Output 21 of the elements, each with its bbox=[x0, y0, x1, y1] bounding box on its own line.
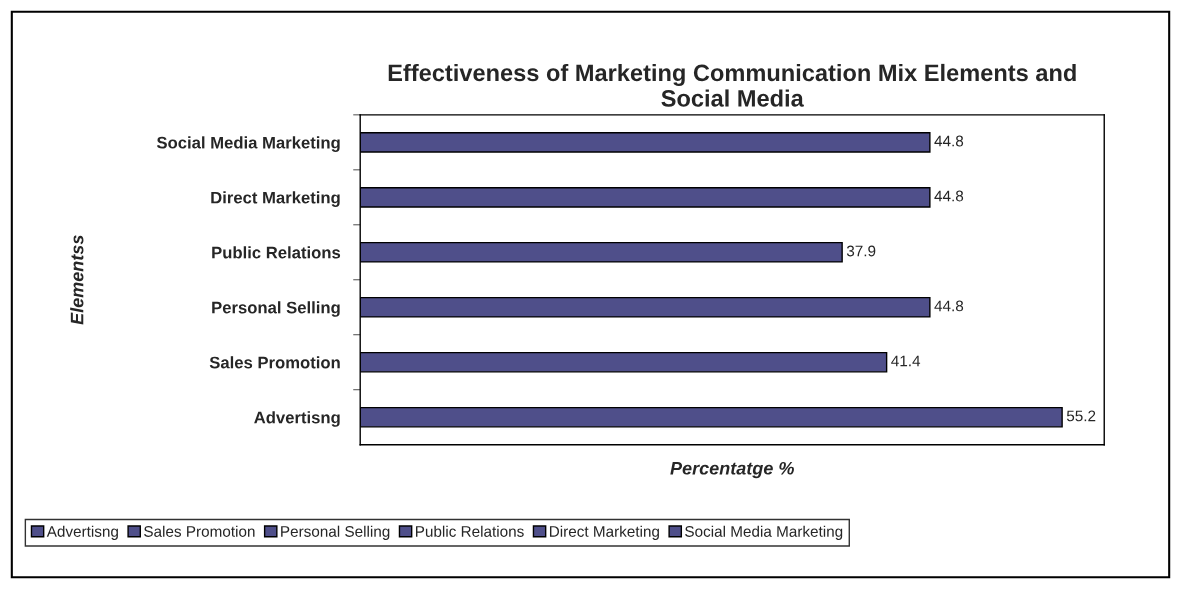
y-tick-label: Direct Marketing bbox=[211, 191, 340, 207]
legend-label: Advertisng bbox=[46, 525, 118, 540]
data-label: 55.2 bbox=[1066, 410, 1096, 422]
y-tick-label: Public Relations bbox=[212, 246, 341, 259]
data-label: 44.8 bbox=[934, 190, 964, 202]
y-tick-label: Social Media Marketing bbox=[156, 136, 340, 152]
x-axis-title: Percentatge % bbox=[670, 461, 794, 479]
y-tick-label: Personal Selling bbox=[212, 301, 340, 317]
legend-label: Social Media Marketing bbox=[685, 525, 843, 540]
data-label: 44.8 bbox=[934, 135, 964, 147]
legend-label: Personal Selling bbox=[281, 525, 390, 540]
legend-label: Direct Marketing bbox=[549, 525, 659, 540]
legend-label: Sales Promotion bbox=[144, 525, 255, 537]
legend-label: Public Relations bbox=[415, 525, 524, 537]
y-tick-label: Sales Promotion bbox=[209, 356, 340, 369]
data-label: 44.8 bbox=[934, 300, 964, 312]
data-label: 37.9 bbox=[846, 245, 876, 257]
y-tick-label: Advertisng bbox=[254, 411, 340, 427]
data-label: 41.4 bbox=[891, 355, 921, 367]
chart-title: Effectiveness of Marketing Communication Mix Elements and Social Media bbox=[388, 63, 1076, 107]
y-axis-title: Elementss bbox=[70, 235, 84, 325]
